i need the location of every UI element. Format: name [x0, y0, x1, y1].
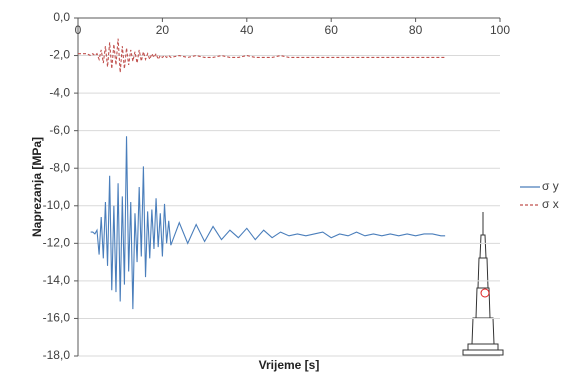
y-tick-label: -18,0 [43, 348, 71, 362]
x-tick-label: 60 [325, 23, 339, 37]
y-tick-label: -8,0 [49, 160, 70, 174]
x-tick-label: 40 [240, 23, 254, 37]
y-tick-label: -14,0 [43, 273, 71, 287]
legend-label: σ y [542, 179, 559, 193]
tower-icon [462, 212, 504, 356]
y-tick-label: -2,0 [49, 48, 70, 62]
y-tick-label: -10,0 [43, 198, 71, 212]
legend-label: σ x [542, 197, 559, 211]
y-tick-label: -6,0 [49, 123, 70, 137]
x-axis-title: Vrijeme [s] [259, 358, 320, 372]
y-tick-label: -12,0 [43, 236, 71, 250]
x-tick-label: 20 [156, 23, 170, 37]
y-tick-label: 0,0 [53, 10, 70, 24]
x-tick-label: 100 [490, 23, 510, 37]
y-axis-title: Naprezanja [MPa] [30, 137, 44, 237]
series-line [90, 136, 446, 310]
x-tick-label: 80 [409, 23, 423, 37]
x-tick-label: 0 [75, 23, 82, 37]
series-line [78, 38, 446, 73]
y-tick-label: -4,0 [49, 85, 70, 99]
y-tick-label: -16,0 [43, 311, 71, 325]
